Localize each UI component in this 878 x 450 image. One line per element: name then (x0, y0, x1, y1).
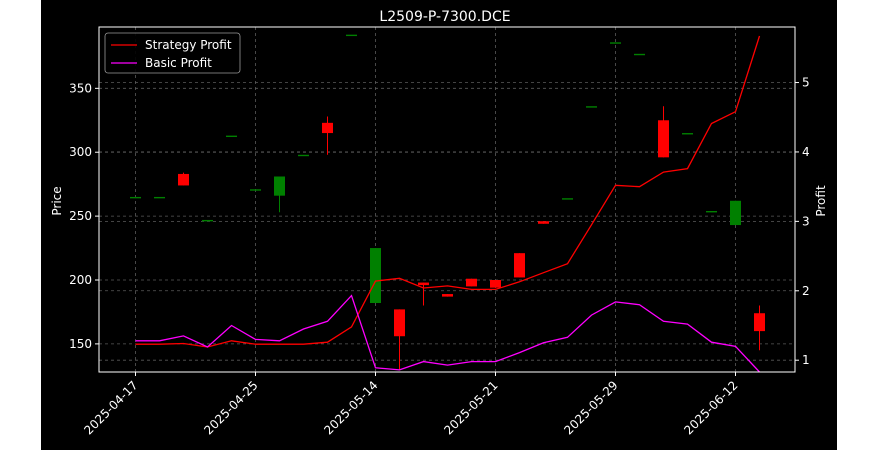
legend-label-strategy: Strategy Profit (145, 38, 232, 52)
candle-body (226, 135, 237, 138)
y-tick-label-left: 350 (69, 81, 92, 95)
x-tick-label: 2025-05-14 (321, 378, 380, 437)
y-tick-label-right: 1 (802, 353, 810, 367)
y-tick-label-right: 2 (802, 284, 810, 298)
y-tick-label-left: 250 (69, 209, 92, 223)
candle-body (442, 294, 453, 297)
candle-body (298, 154, 309, 157)
candle (586, 106, 597, 108)
candle-body (202, 219, 213, 222)
candle (202, 219, 213, 222)
candle (298, 154, 309, 157)
candle (466, 278, 477, 287)
candles-layer (130, 34, 765, 370)
candle (490, 280, 501, 288)
candle (226, 135, 237, 138)
candle-body (178, 173, 189, 186)
y-axis-label-left: Price (50, 186, 64, 215)
y-tick-label-left: 150 (69, 337, 92, 351)
candle-body (250, 189, 261, 191)
axes-layer: 150 200 250 300 350 1 2 3 4 5 2025-04-17 2025-04-25… (69, 26, 810, 437)
legend-label-basic: Basic Profit (145, 56, 212, 70)
candle-body (634, 53, 645, 56)
candle (154, 196, 165, 199)
legend: Strategy Profit Basic Profit (104, 32, 241, 74)
candle (178, 172, 189, 186)
candle-body (514, 253, 525, 278)
candle-body (706, 211, 717, 213)
candle-body (610, 42, 621, 44)
candle-body (562, 198, 573, 200)
candle-body (586, 106, 597, 108)
candle-body (130, 196, 141, 199)
candle-body (682, 133, 693, 135)
x-tick-label: 2025-05-21 (441, 378, 500, 437)
basic-profit-line (135, 294, 760, 373)
candle (538, 221, 549, 224)
candle (562, 198, 573, 200)
candle (706, 211, 717, 213)
candle (730, 200, 741, 226)
x-tick-label: 2025-05-29 (561, 378, 620, 437)
candle-body (538, 221, 549, 224)
candle (658, 106, 669, 158)
candle (610, 42, 621, 44)
plot-frame (98, 26, 796, 373)
candle-body (370, 248, 381, 303)
candle (322, 116, 333, 155)
x-tick-label: 2025-04-25 (201, 378, 260, 437)
legend-box (104, 32, 241, 74)
candle-body (418, 282, 429, 286)
candle-body (274, 176, 285, 196)
candle (370, 248, 381, 303)
candle (682, 133, 693, 135)
candle (394, 309, 405, 370)
candle-body (466, 278, 477, 287)
candle-body (394, 309, 405, 337)
candle-body (658, 120, 669, 158)
candle-body (490, 280, 501, 288)
y-axis-label-right: Profit (814, 185, 828, 217)
grid-layer (99, 27, 795, 372)
candle (514, 253, 525, 278)
y-tick-label-right: 5 (802, 76, 810, 90)
candlestick-profit-chart: 150 200 250 300 350 1 2 3 4 5 2025-04-17 2025-04-25… (50, 9, 828, 437)
chart-title: L2509-P-7300.DCE (379, 9, 510, 25)
candle (274, 176, 285, 213)
candle-body (730, 200, 741, 226)
x-tick-label: 2025-06-12 (681, 378, 740, 437)
candle (418, 282, 429, 306)
candle-body (346, 34, 357, 37)
candle-body (754, 313, 765, 332)
chart-figure: 150 200 250 300 350 1 2 3 4 5 2025-04-17 2025-04-25… (41, 0, 837, 450)
profit-lines-layer (135, 35, 761, 373)
candle (754, 305, 765, 351)
y-tick-label-left: 300 (69, 145, 92, 159)
y-tick-label-right: 3 (802, 214, 810, 228)
x-tick-label: 2025-04-17 (81, 378, 140, 437)
candle-body (154, 196, 165, 199)
candle (346, 34, 357, 37)
strategy-profit-line (135, 35, 761, 348)
candle (442, 294, 453, 297)
candle (634, 53, 645, 56)
candle-body (322, 122, 333, 134)
candle (130, 196, 141, 199)
y-tick-label-left: 200 (69, 273, 92, 287)
y-tick-label-right: 4 (802, 145, 810, 159)
candle (250, 189, 261, 191)
